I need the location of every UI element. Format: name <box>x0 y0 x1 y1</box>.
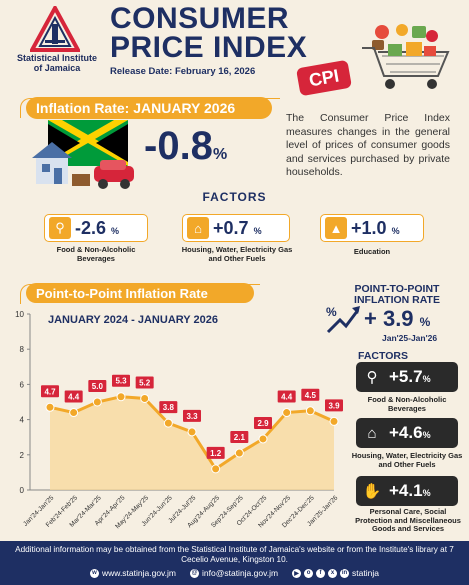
data-label: 2.9 <box>257 419 269 428</box>
factor-food: ⚲ -2.6 % <box>44 214 148 242</box>
p2p-factor-personal-label: Personal Care, Social Protection and Mis… <box>355 507 461 533</box>
y-tick-label: 8 <box>20 345 25 354</box>
data-label: 4.7 <box>44 387 56 396</box>
p2p-factors-title: FACTORS <box>358 350 408 362</box>
grocery-bag-icon: ⚲ <box>49 217 71 239</box>
data-label-bg <box>64 390 83 403</box>
inflation-banner: Inflation Rate: JANUARY 2026 <box>26 97 272 119</box>
inflation-rate-value: -0.8% <box>144 124 228 168</box>
data-label-bg <box>301 388 320 401</box>
cpi-tag: CPI <box>295 59 353 97</box>
grocery-bag-icon: ⚲ <box>366 369 378 386</box>
instagram-icon: o <box>304 568 314 578</box>
footer <box>0 541 469 585</box>
data-point <box>69 408 79 418</box>
data-point <box>45 402 55 412</box>
factor-housing: ⌂ +0.7 % <box>182 214 290 242</box>
page-title: CONSUMER PRICE INDEX <box>110 2 308 64</box>
release-date: Release Date: February 16, 2026 <box>110 66 256 77</box>
house-electricity-icon: ⌂ <box>367 424 377 442</box>
mail-icon: @ <box>190 568 200 578</box>
chart-subtitle: JANUARY 2024 - JANUARY 2026 <box>48 314 218 326</box>
p2p-banner: Point-to-Point Inflation Rate <box>26 283 254 303</box>
p2p-factor-housing-label: Housing, Water, Electricity Gas and Othe… <box>351 451 463 469</box>
p2p-rate-value: + 3.9 % <box>364 306 431 331</box>
data-label: 4.5 <box>305 391 317 400</box>
data-label: 4.4 <box>281 393 293 402</box>
footer-links: w www.statinja.gov.jm @ info@statinja.gov.… <box>0 568 469 578</box>
factor-food-label: Food & Non-Alcoholic Beverages <box>56 245 136 263</box>
p2p-factor-food-label: Food & Non-Alcoholic Beverages <box>367 395 447 413</box>
data-label-bg <box>159 401 178 414</box>
data-point <box>116 392 126 402</box>
data-label-bg <box>230 431 249 444</box>
jamaica-flag-house-icon <box>32 120 134 189</box>
website-link[interactable]: w www.statinja.gov.jm <box>90 568 176 578</box>
data-point <box>329 416 339 426</box>
data-label: 2.1 <box>234 433 246 442</box>
data-label-bg <box>254 416 272 429</box>
youtube-icon: ▶ <box>292 568 302 578</box>
data-point <box>258 434 268 444</box>
data-label-bg <box>325 399 343 412</box>
factor-education-label: Education <box>353 247 391 256</box>
data-point <box>234 448 244 458</box>
data-label-bg <box>88 380 107 392</box>
statin-logo-icon <box>30 6 80 52</box>
data-point <box>282 408 292 418</box>
data-point <box>305 406 315 416</box>
p2p-right-title: POINT-TO-POINT INFLATION RATE <box>354 283 440 306</box>
facebook-icon: f <box>316 568 326 578</box>
percent-growth-icon: % <box>326 305 360 334</box>
data-label-bg <box>183 409 201 422</box>
data-label-bg <box>41 385 59 398</box>
y-tick-label: 4 <box>20 416 25 425</box>
data-label-bg <box>135 376 154 389</box>
data-point <box>92 397 102 407</box>
data-point <box>187 427 197 437</box>
data-point <box>163 418 173 428</box>
y-tick-label: 6 <box>20 380 25 389</box>
footer-note: Additional information may be obtained f… <box>15 545 454 564</box>
data-label: 3.8 <box>163 403 175 412</box>
linkedin-icon: in <box>340 568 350 578</box>
hand-care-icon: ✋ <box>362 483 382 500</box>
data-label: 5.0 <box>92 382 104 391</box>
data-point <box>211 464 221 474</box>
p2p-factor-food: ⚲ +5.7% <box>356 362 458 392</box>
data-label: 1.2 <box>210 449 222 458</box>
email-link[interactable]: @ info@statinja.gov.jm <box>190 568 279 578</box>
data-label: 4.4 <box>68 393 80 402</box>
data-label: 3.3 <box>186 412 198 421</box>
house-electricity-icon: ⌂ <box>187 217 209 239</box>
factor-housing-label: Housing, Water, Electricity Gas and Othe… <box>181 245 293 263</box>
p2p-period: Jan'25-Jan'26 <box>382 333 438 343</box>
data-point <box>140 393 150 403</box>
p2p-chart: 02468104.7Jan'24-Jan'254.4Feb'24-Feb'255… <box>15 310 343 530</box>
p2p-factor-housing: ⌂ +4.6% <box>356 418 458 448</box>
data-label: 3.9 <box>328 401 340 410</box>
globe-icon: w <box>90 568 99 578</box>
factor-education: ▲ +1.0 % <box>320 214 424 242</box>
data-label: 5.2 <box>139 378 151 387</box>
graduation-cap-icon: ▲ <box>325 217 347 239</box>
social-links[interactable]: ▶ o f x in statinja <box>292 568 379 578</box>
p2p-factor-personal: ✋ +4.1% <box>356 476 458 506</box>
data-label-bg <box>277 390 296 403</box>
org-name: Statistical Institute of Jamaica <box>16 53 97 73</box>
data-label-bg <box>112 374 130 387</box>
twitter-icon: x <box>328 568 338 578</box>
data-label: 5.3 <box>115 377 127 386</box>
y-tick-label: 0 <box>20 486 25 495</box>
shopping-cart-icon <box>362 24 450 89</box>
y-tick-label: 10 <box>15 310 24 319</box>
data-label-bg <box>206 446 225 459</box>
y-tick-label: 2 <box>20 451 25 460</box>
svg-text:%: % <box>326 305 337 319</box>
cpi-description: The Consumer Price Index measures change… <box>286 112 450 178</box>
factors-title: FACTORS <box>202 190 267 204</box>
area-fill <box>50 396 334 490</box>
